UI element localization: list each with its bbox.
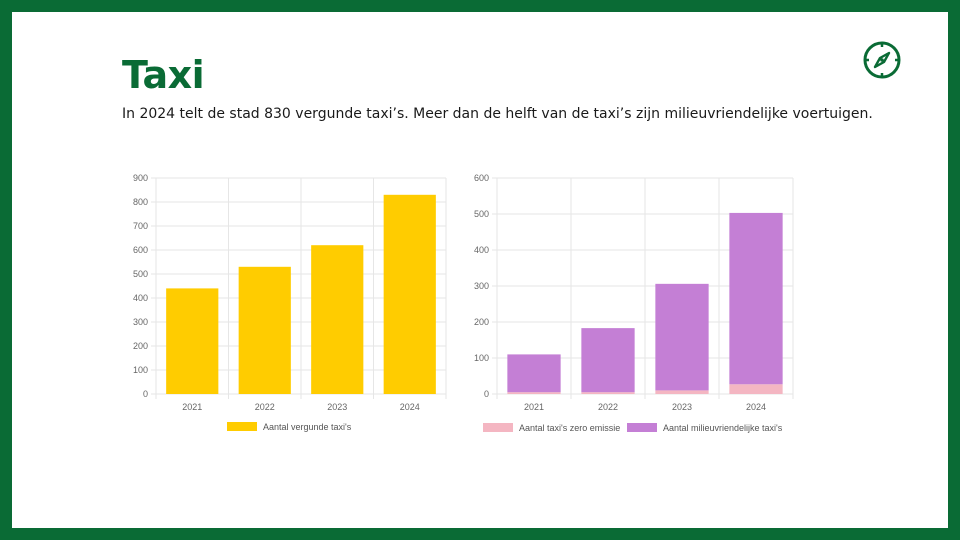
y-tick-label: 600: [474, 173, 489, 183]
page-subtitle: In 2024 telt de stad 830 vergunde taxi’s…: [122, 106, 873, 122]
y-tick-label: 900: [133, 173, 148, 183]
bar-2021-series-1: [507, 354, 561, 393]
y-tick-label: 300: [133, 317, 148, 327]
y-tick-label: 800: [133, 197, 148, 207]
bar-2023-series-0: [655, 390, 709, 394]
y-tick-label: 0: [143, 389, 148, 399]
y-tick-label: 0: [484, 389, 489, 399]
bar-2022-series-1: [581, 328, 635, 393]
x-tick-label: 2021: [182, 402, 202, 412]
legend-swatch: [627, 423, 657, 432]
y-tick-label: 300: [474, 281, 489, 291]
legend-swatch: [227, 422, 257, 431]
y-tick-label: 200: [474, 317, 489, 327]
y-tick-label: 200: [133, 341, 148, 351]
legend-label: Aantal vergunde taxi's: [263, 422, 352, 432]
bar-2022-series-0: [238, 266, 291, 394]
y-tick-label: 600: [133, 245, 148, 255]
slide: [12, 12, 948, 528]
x-tick-label: 2022: [255, 402, 275, 412]
compass-icon: [863, 41, 901, 79]
bar-2021-series-0: [166, 288, 219, 394]
y-tick-label: 700: [133, 221, 148, 231]
bar-2021-series-0: [507, 392, 561, 394]
y-tick-label: 500: [474, 209, 489, 219]
x-tick-label: 2023: [672, 402, 692, 412]
x-tick-label: 2023: [327, 402, 347, 412]
y-tick-label: 500: [133, 269, 148, 279]
y-tick-label: 100: [474, 353, 489, 363]
bar-2023-series-0: [311, 245, 364, 394]
x-tick-label: 2024: [746, 402, 766, 412]
bar-2024-series-0: [729, 384, 783, 394]
y-tick-label: 400: [133, 293, 148, 303]
bar-2023-series-1: [655, 283, 709, 391]
x-tick-label: 2024: [400, 402, 420, 412]
page-title: Taxi: [122, 53, 205, 97]
y-tick-label: 100: [133, 365, 148, 375]
x-tick-label: 2021: [524, 402, 544, 412]
bar-2022-series-0: [581, 392, 635, 394]
y-tick-label: 400: [474, 245, 489, 255]
x-tick-label: 2022: [598, 402, 618, 412]
legend-label: Aantal taxi's zero emissie: [519, 423, 620, 433]
legend-label: Aantal milieuvriendelijke taxi's: [663, 423, 783, 433]
bar-2024-series-1: [729, 212, 783, 385]
legend-swatch: [483, 423, 513, 432]
bar-2024-series-0: [383, 194, 436, 394]
